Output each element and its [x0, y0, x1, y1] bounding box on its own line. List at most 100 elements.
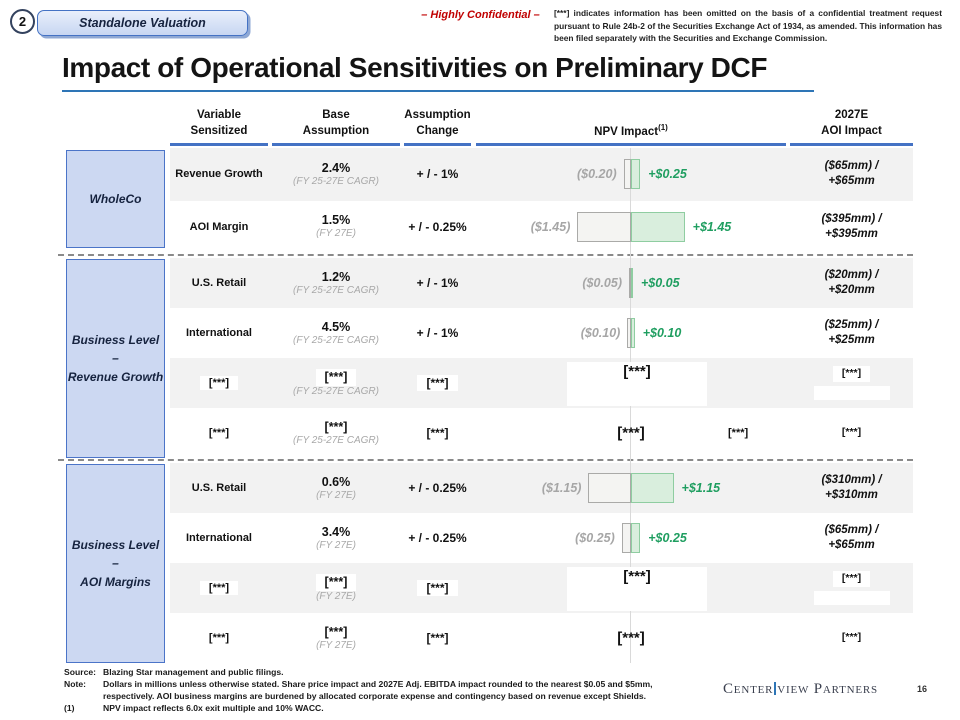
header-base-assumption: Base Assumption: [272, 104, 400, 146]
header-line: Variable: [196, 108, 242, 121]
base-assumption-cell: [***] (FY 27E): [272, 563, 400, 613]
base-note: (FY 25-27E CAGR): [293, 334, 379, 346]
variable-label: [***]: [170, 563, 268, 613]
npv-positive-label: +$0.25: [648, 531, 687, 545]
npv-impact-cell: ($0.20) +$0.25: [476, 148, 786, 201]
aoi-impact-cell: [***]: [790, 563, 913, 613]
base-note: (FY 27E): [316, 228, 356, 240]
header-line: AOI Impact: [821, 125, 882, 138]
npv-impact-cell: ($0.10) +$0.10: [476, 308, 786, 358]
header-line: Change: [416, 125, 459, 138]
base-note: (FY 27E): [316, 489, 356, 501]
group-label-wholeco: WholeCo: [66, 150, 165, 248]
variable-label: International: [185, 327, 252, 339]
base-note: (FY 27E): [316, 539, 356, 551]
footnotes: Source: Blazing Star management and publ…: [64, 666, 663, 714]
variable-label: U.S. Retail: [191, 482, 247, 494]
base-value: 3.4%: [321, 524, 351, 539]
title-underline: [62, 90, 814, 92]
table-row-redacted: [***] [***] (FY 25-27E CAGR) [***] [***]…: [170, 408, 913, 458]
header-npv-impact: NPV Impact(1): [476, 104, 786, 146]
npv-positive-bar: [631, 473, 674, 503]
table-row-redacted: [***] [***] (FY 25-27E CAGR) [***] [***]…: [170, 358, 913, 408]
table-row: U.S. Retail 1.2% (FY 25-27E CAGR) + / - …: [170, 258, 913, 308]
note-label: Note:: [64, 679, 86, 690]
table-row-redacted: [***] [***] (FY 27E) [***] [***] [***]: [170, 613, 913, 663]
base-assumption-cell: 4.5% (FY 25-27E CAGR): [272, 308, 400, 358]
base-assumption-cell: 0.6% (FY 27E): [272, 463, 400, 513]
page-number: 16: [917, 684, 928, 694]
npv-impact-cell: [***]: [476, 358, 786, 408]
assumption-change: + / - 0.25%: [408, 481, 467, 495]
npv-negative-label: ($1.15): [541, 481, 582, 495]
npv-negative-bar: [627, 318, 631, 348]
base-assumption-cell: [***] (FY 25-27E CAGR): [272, 408, 400, 458]
table-body: Revenue Growth 2.4% (FY 25-27E CAGR) + /…: [170, 148, 913, 663]
assumption-change: + / - 1%: [416, 326, 459, 340]
npv-impact-cell: ($1.45) +$1.45: [476, 201, 786, 254]
base-value: 2.4%: [321, 160, 351, 175]
header-line: Assumption: [302, 125, 370, 138]
aoi-impact-cell: ($310mm) / +$310mm: [821, 474, 882, 501]
npv-impact-cell: ($1.15) +$1.15: [476, 463, 786, 513]
redaction-box: [813, 385, 890, 400]
assumption-change: [***]: [426, 631, 449, 645]
base-assumption-cell: [***] (FY 25-27E CAGR): [272, 358, 400, 408]
aoi-impact-cell: ($25mm) / +$25mm: [824, 319, 879, 346]
npv-positive-label: +$0.10: [642, 326, 682, 340]
base-note: (FY 27E): [316, 590, 356, 602]
base-value: [***]: [315, 573, 357, 591]
base-assumption-cell: 1.5% (FY 27E): [272, 201, 400, 254]
base-assumption-cell: 3.4% (FY 27E): [272, 513, 400, 563]
npv-impact-cell: ($0.05) +$0.05: [476, 258, 786, 308]
footnote-1-label: (1): [64, 703, 75, 714]
group-separator: [58, 459, 913, 461]
npv-negative-label: ($1.45): [530, 219, 571, 234]
npv-negative-bar: [588, 473, 631, 503]
variable-label: AOI Margin: [189, 220, 249, 233]
assumption-change: + / - 1%: [416, 167, 459, 182]
group-label-business-level-revenue-growth: Business Level – Revenue Growth: [66, 259, 165, 458]
npv-negative-bar: [623, 159, 631, 190]
base-note: (FY 25-27E CAGR): [293, 284, 379, 296]
table-row: AOI Margin 1.5% (FY 27E) + / - 0.25% ($1…: [170, 201, 913, 254]
variable-label: [***]: [170, 358, 268, 408]
header-line: Base: [322, 108, 350, 121]
npv-positive-bar: [631, 268, 633, 298]
variable-label: [***]: [208, 427, 230, 439]
npv-negative-label: ($0.20): [577, 167, 617, 182]
base-value: 1.5%: [321, 213, 351, 228]
source-text: Blazing Star management and public filin…: [103, 667, 284, 677]
base-value: 1.2%: [321, 269, 351, 284]
table-row: International 3.4% (FY 27E) + / - 0.25% …: [170, 513, 913, 563]
base-note: (FY 27E): [316, 639, 356, 651]
base-assumption-cell: [***] (FY 27E): [272, 613, 400, 663]
table-row-redacted: [***] [***] (FY 27E) [***] [***] [***]: [170, 563, 913, 613]
redaction-box: [***]: [567, 567, 707, 611]
redaction-box: [813, 590, 890, 605]
base-value: 4.5%: [321, 319, 351, 334]
redaction-box: [***]: [567, 362, 707, 406]
centerview-partners-logo: Center view Partners: [723, 681, 878, 697]
assumption-change: + / - 0.25%: [408, 219, 467, 234]
assumption-change: [***]: [426, 426, 449, 440]
npv-positive-bar: [631, 523, 641, 553]
logo-divider-bar: [774, 682, 777, 695]
base-value: [***]: [315, 368, 357, 386]
variable-label: [***]: [208, 632, 230, 644]
header-line: Sensitized: [190, 125, 248, 138]
base-note: (FY 25-27E CAGR): [293, 434, 379, 446]
footnote-1-text: NPV impact reflects 6.0x exit multiple a…: [103, 703, 324, 714]
npv-negative-bar: [621, 523, 631, 553]
footnote-marker: (1): [658, 122, 668, 132]
header-aoi-impact: 2027E AOI Impact: [790, 104, 913, 146]
variable-label: U.S. Retail: [191, 277, 247, 289]
npv-positive-label: +$0.05: [641, 276, 680, 290]
assumption-change: + / - 0.25%: [408, 531, 467, 545]
base-value: [***]: [324, 624, 348, 639]
group-label-business-level-aoi-margins: Business Level – AOI Margins: [66, 464, 165, 663]
table-row: Revenue Growth 2.4% (FY 25-27E CAGR) + /…: [170, 148, 913, 201]
header-line: Assumption: [404, 108, 471, 121]
npv-positive-label: +$1.45: [692, 219, 732, 234]
